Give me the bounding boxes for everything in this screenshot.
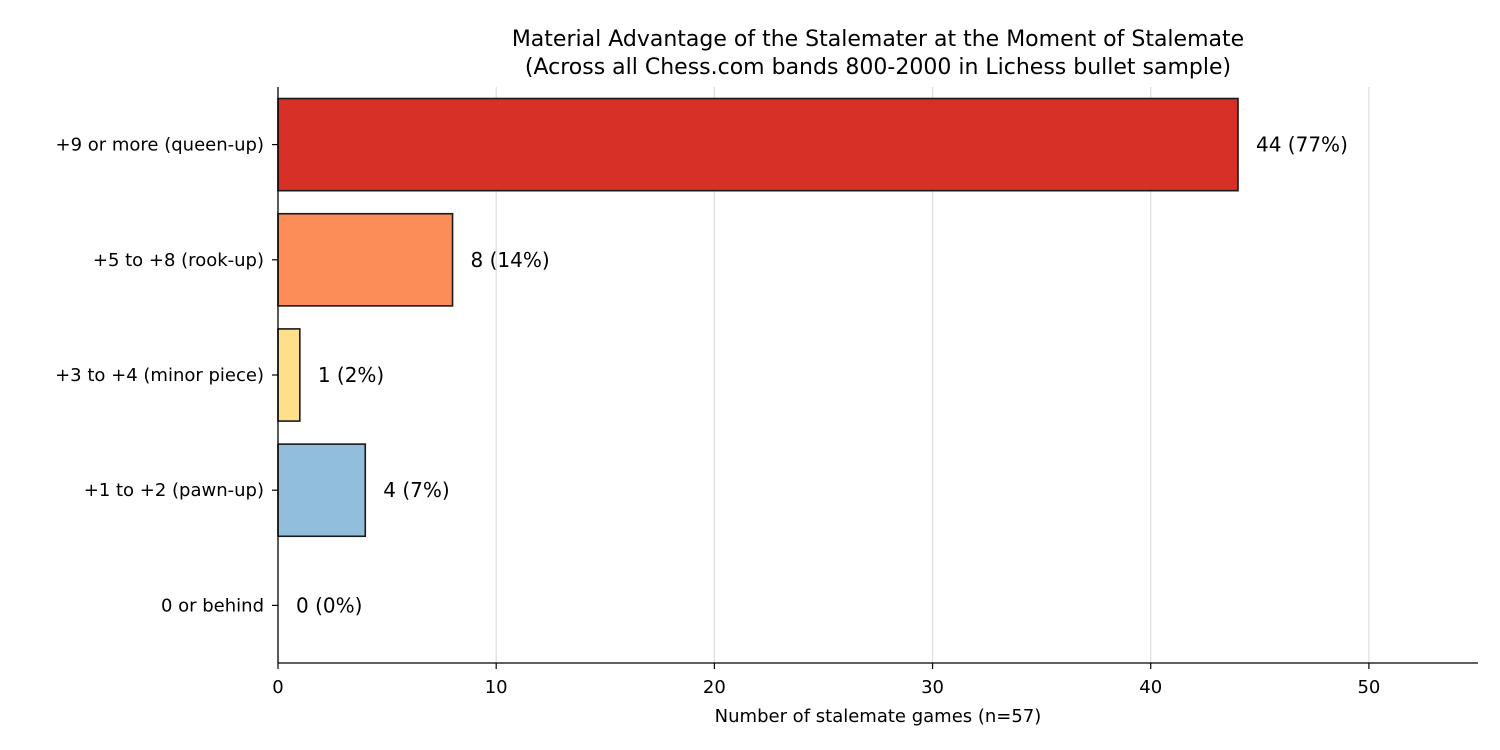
bar [277, 212, 454, 307]
x-ticks: 0 10 20 30 40 50 [272, 663, 1380, 698]
x-tick-label: 20 [703, 677, 726, 698]
data-label: 1 (2%) [318, 363, 384, 387]
y-tick-label: +1 to +2 (pawn-up) [84, 480, 264, 501]
data-label: 8 (14%) [471, 248, 550, 272]
y-tick-label: +5 to +8 (rook-up) [93, 250, 264, 271]
chart-subtitle: (Across all Chess.com bands 800-2000 in … [525, 55, 1231, 80]
x-tick-label: 10 [485, 677, 508, 698]
x-tick-label: 30 [921, 677, 944, 698]
bar [277, 328, 301, 422]
x-tick-label: 50 [1357, 677, 1380, 698]
chart-title: Material Advantage of the Stalemater at … [512, 27, 1244, 52]
x-axis-label: Number of stalemate games (n=57) [715, 706, 1042, 727]
data-label: 4 (7%) [383, 478, 449, 502]
x-tick-label: 0 [272, 677, 283, 698]
bars-group [277, 97, 1239, 538]
y-tick-label: 0 or behind [161, 595, 264, 616]
x-tick-label: 40 [1139, 677, 1162, 698]
bar [277, 97, 1239, 192]
y-ticks: +9 or more (queen-up) +5 to +8 (rook-up) +… [55, 135, 278, 616]
bar [277, 443, 367, 538]
y-tick-label: +9 or more (queen-up) [55, 135, 264, 156]
y-tick-label: +3 to +4 (minor piece) [55, 365, 264, 386]
value-labels: 44 (77%) 8 (14%) 1 (2%) 4 (7%) 0 (0%) [296, 133, 1348, 618]
data-label: 44 (77%) [1256, 133, 1348, 157]
data-label: 0 (0%) [296, 593, 362, 617]
